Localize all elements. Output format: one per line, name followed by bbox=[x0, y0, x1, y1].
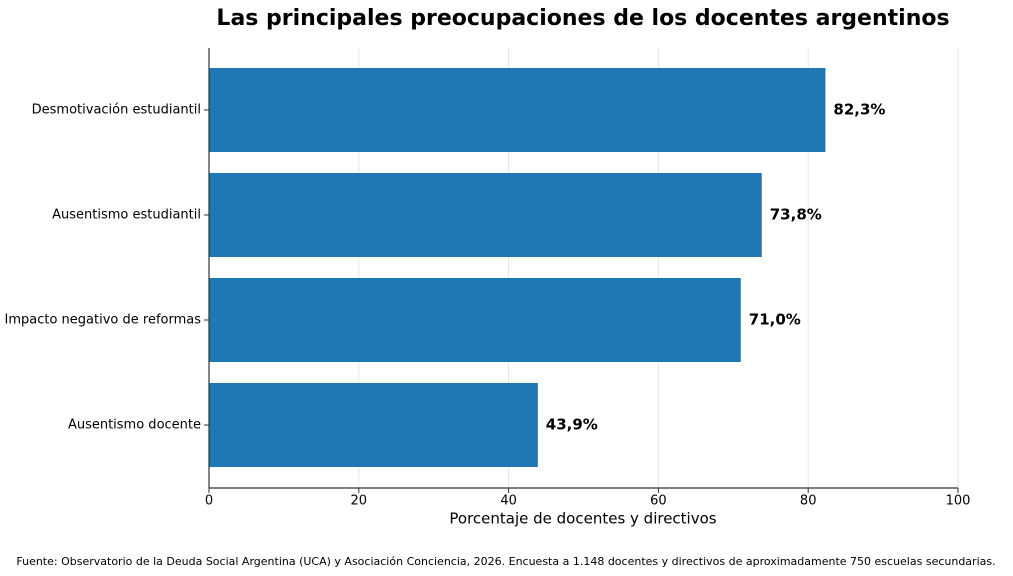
bar bbox=[209, 173, 762, 257]
bar bbox=[209, 383, 538, 467]
x-tick-label: 100 bbox=[946, 494, 971, 509]
y-tick-label: Ausentismo docente bbox=[68, 418, 201, 433]
bar bbox=[209, 68, 826, 152]
x-tick-label: 80 bbox=[800, 494, 817, 509]
x-tick-label: 20 bbox=[351, 494, 368, 509]
y-tick-label: Desmotivación estudiantil bbox=[32, 103, 201, 118]
x-tick-label: 60 bbox=[650, 494, 667, 509]
x-axis-label: Porcentaje de docentes y directivos bbox=[449, 510, 716, 528]
chart-title: Las principales preocupaciones de los do… bbox=[216, 6, 949, 31]
y-tick-label: Impacto negativo de reformas bbox=[5, 313, 202, 328]
data-label: 82,3% bbox=[833, 101, 885, 119]
y-tick-label: Ausentismo estudiantil bbox=[52, 208, 201, 223]
data-label: 73,8% bbox=[770, 206, 822, 224]
data-label: 43,9% bbox=[546, 416, 598, 434]
x-tick-label: 40 bbox=[500, 494, 517, 509]
x-tick-label: 0 bbox=[205, 494, 213, 509]
bar bbox=[209, 278, 741, 362]
data-label: 71,0% bbox=[749, 311, 801, 329]
source-note: Fuente: Observatorio de la Deuda Social … bbox=[16, 555, 995, 568]
